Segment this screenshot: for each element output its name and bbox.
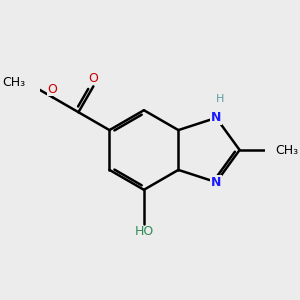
Text: O: O: [47, 82, 57, 96]
Text: N: N: [211, 111, 221, 124]
Text: CH₃: CH₃: [2, 76, 25, 89]
Text: HO: HO: [134, 225, 154, 238]
Text: O: O: [88, 72, 98, 85]
Text: N: N: [211, 176, 221, 189]
Text: H: H: [216, 94, 225, 103]
Text: CH₃: CH₃: [275, 143, 298, 157]
